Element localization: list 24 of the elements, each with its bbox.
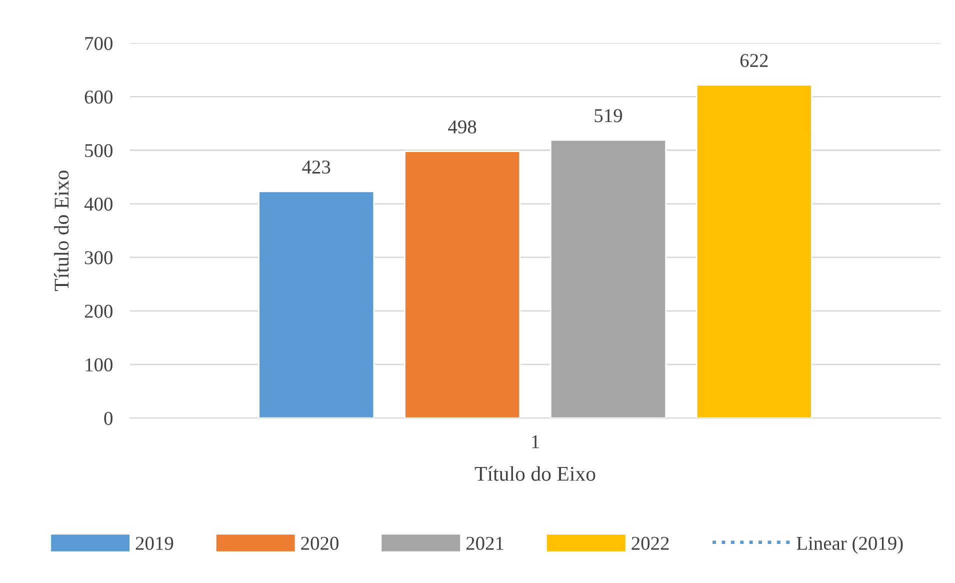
legend-label: 2022 xyxy=(632,536,669,550)
legend-label: Linear (2019) xyxy=(796,536,903,554)
y-tick-label: 200 xyxy=(84,304,112,318)
y-tick-label: 0 xyxy=(104,412,112,425)
y-tick-label: 300 xyxy=(84,251,112,264)
data-label: 498 xyxy=(448,120,476,134)
x-axis-title: Título do Eixo xyxy=(474,466,596,481)
legend-label: 2019 xyxy=(136,536,174,550)
y-tick-label: 600 xyxy=(84,90,112,104)
y-tick-label: 400 xyxy=(84,198,112,211)
y-tick-label: 700 xyxy=(85,36,112,50)
x-tick-label: 1 xyxy=(532,435,539,448)
y-tick-label: 500 xyxy=(85,144,112,158)
bar xyxy=(550,139,667,418)
legend-label: 2021 xyxy=(466,536,504,550)
bar xyxy=(696,84,812,418)
bar xyxy=(404,150,521,418)
data-label: 622 xyxy=(740,54,768,68)
bar xyxy=(258,190,375,418)
y-axis-title: Título do Eixo xyxy=(54,170,69,291)
y-tick-label: 100 xyxy=(86,358,112,372)
data-label: 519 xyxy=(594,109,622,122)
data-label: 423 xyxy=(302,160,330,174)
legend-label: 2020 xyxy=(301,536,338,550)
